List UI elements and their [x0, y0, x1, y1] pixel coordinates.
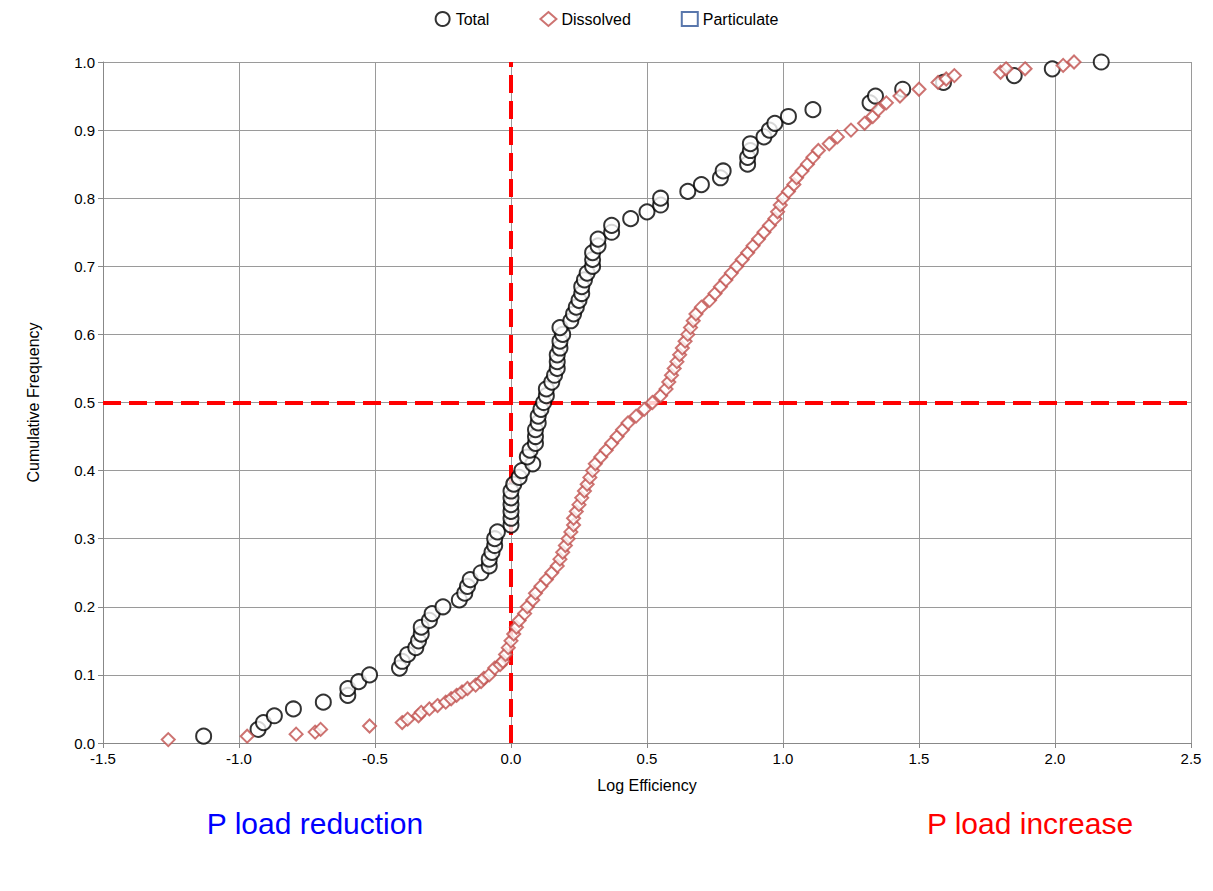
svg-text:P load increase: P load increase: [927, 807, 1133, 840]
svg-text:-0.5: -0.5: [362, 750, 388, 767]
svg-text:Dissolved: Dissolved: [561, 11, 630, 28]
svg-text:Total: Total: [456, 11, 490, 28]
svg-text:2.0: 2.0: [1045, 750, 1066, 767]
svg-text:1.5: 1.5: [909, 750, 930, 767]
svg-text:-1.5: -1.5: [90, 750, 116, 767]
svg-text:Log Efficiency: Log Efficiency: [597, 777, 696, 794]
svg-text:0.9: 0.9: [74, 122, 95, 139]
svg-text:2.5: 2.5: [1181, 750, 1202, 767]
svg-text:0.3: 0.3: [74, 530, 95, 547]
svg-text:Cumulative Frequency: Cumulative Frequency: [25, 322, 42, 482]
svg-text:1.0: 1.0: [74, 54, 95, 71]
svg-text:0.2: 0.2: [74, 598, 95, 615]
svg-text:0.5: 0.5: [637, 750, 658, 767]
svg-text:-1.0: -1.0: [226, 750, 252, 767]
svg-text:0.4: 0.4: [74, 462, 95, 479]
svg-text:1.0: 1.0: [773, 750, 794, 767]
svg-text:0.7: 0.7: [74, 258, 95, 275]
svg-text:0.1: 0.1: [74, 666, 95, 683]
svg-text:0.0: 0.0: [501, 750, 522, 767]
svg-text:0.6: 0.6: [74, 326, 95, 343]
svg-text:Particulate: Particulate: [703, 11, 779, 28]
svg-text:P load reduction: P load reduction: [207, 807, 423, 840]
svg-text:0.5: 0.5: [74, 394, 95, 411]
svg-text:0.0: 0.0: [74, 735, 95, 752]
svg-text:0.8: 0.8: [74, 190, 95, 207]
